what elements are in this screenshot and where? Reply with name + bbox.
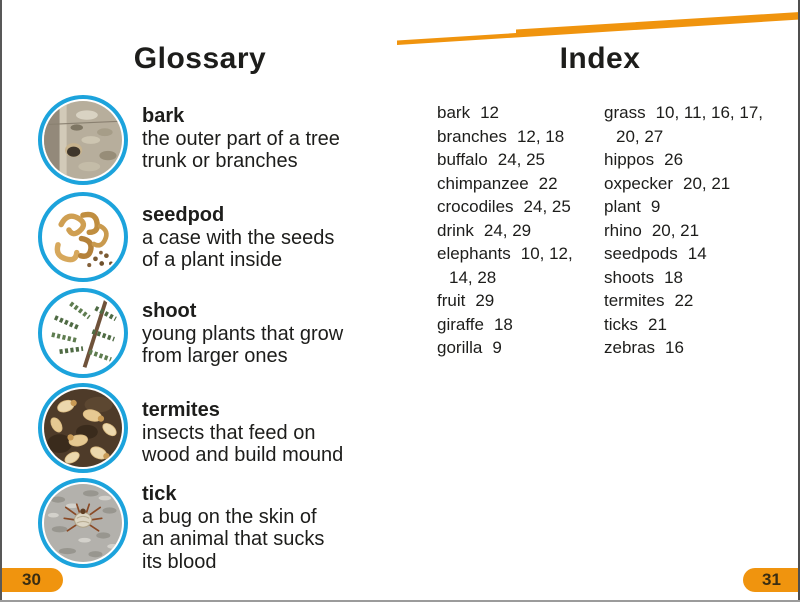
index-pages: 24, 29	[483, 220, 532, 240]
index-column-left: bark 12 branches 12, 18 buffalo 24, 25 chim…	[437, 101, 595, 360]
glossary-entry-tick: tick a bug on the skin of an animal that…	[38, 478, 392, 573]
index-item: seedpods 14	[604, 242, 782, 266]
glossary-definition: the outer part of a tree trunk or branch…	[142, 128, 340, 173]
seedpod-photo	[38, 192, 128, 282]
index-pages: 9	[492, 338, 502, 357]
index-item: plant 9	[604, 195, 782, 219]
index-item: giraffe 18	[437, 313, 595, 337]
index-pages: 16	[665, 338, 684, 357]
index-item: bark 12	[437, 101, 595, 125]
shoot-photo	[38, 288, 128, 378]
index-pages: 14	[687, 244, 707, 263]
glossary-entry-seedpod: seedpod a case with the seeds of a plant…	[38, 192, 392, 282]
index-item: ticks 21	[604, 313, 782, 337]
index-pages: 10, 11, 16, 17, 20, 27	[616, 103, 764, 146]
index-item: termites 22	[604, 289, 782, 313]
index-pages: 20, 21	[651, 220, 700, 240]
glossary-definition: young plants that grow from larger ones	[142, 323, 344, 368]
index-item: oxpecker 20, 21	[604, 172, 782, 196]
index-term: crocodiles	[437, 197, 514, 216]
index-term: fruit	[437, 291, 466, 310]
index-term: plant	[604, 197, 641, 216]
index-item: rhino 20, 21	[604, 219, 782, 243]
index-term: zebras	[604, 338, 656, 357]
index-term: shoots	[604, 267, 655, 287]
index-item: buffalo 24, 25	[437, 148, 595, 172]
index-item: shoots 18	[604, 266, 782, 290]
glossary-title: Glossary	[133, 42, 267, 75]
index-item: drink 24, 29	[437, 219, 595, 243]
index-term: hippos	[604, 150, 655, 169]
index-term: grass	[604, 103, 646, 122]
index-term: drink	[437, 220, 474, 240]
glossary-term: shoot	[142, 300, 197, 322]
index-term: elephants	[437, 244, 511, 263]
page-edge-left	[0, 0, 2, 601]
index-term: buffalo	[437, 150, 488, 169]
orange-swoosh	[397, 12, 800, 45]
index-pages: 20, 21	[682, 173, 731, 193]
page-number-badge-left: 30	[0, 568, 63, 592]
glossary-term: bark	[142, 105, 185, 127]
index-term: gorilla	[437, 338, 483, 357]
index-item: elephants 10, 12, 14, 28	[437, 242, 595, 289]
glossary-definition: a bug on the skin of an animal that suck…	[142, 506, 325, 573]
index-term: chimpanzee	[437, 173, 529, 193]
index-column-right: grass 10, 11, 16, 17, 20, 27 hippos 26 oxp…	[604, 101, 782, 360]
page-edge-right	[798, 0, 800, 601]
index-item: zebras 16	[604, 336, 782, 360]
index-pages: 18	[664, 267, 684, 287]
glossary-entry-shoot: shoot young plants that grow from larger…	[38, 288, 392, 378]
bark-photo	[38, 95, 128, 185]
index-term: ticks	[604, 314, 638, 334]
index-title: Index	[559, 42, 641, 75]
index-pages: 24, 25	[497, 150, 545, 169]
index-term: seedpods	[604, 244, 678, 263]
index-term: oxpecker	[604, 173, 673, 193]
index-pages: 24, 25	[523, 197, 571, 216]
page-number-badge-right: 31	[743, 568, 800, 592]
index-pages: 22	[538, 173, 558, 193]
index-item: chimpanzee 22	[437, 172, 595, 196]
index-pages: 21	[648, 314, 667, 334]
glossary-term: seedpod	[142, 204, 225, 226]
glossary-entry-bark: bark the outer part of a tree trunk or b…	[38, 95, 392, 185]
index-item: grass 10, 11, 16, 17, 20, 27	[604, 101, 782, 148]
tick-photo	[38, 478, 128, 568]
index-item: crocodiles 24, 25	[437, 195, 595, 219]
glossary-term: termites	[142, 399, 220, 421]
index-term: rhino	[604, 220, 642, 240]
index-pages: 22	[674, 291, 694, 310]
index-pages: 29	[475, 291, 495, 310]
index-pages: 26	[664, 150, 684, 169]
termites-photo	[38, 383, 128, 473]
index-pages: 18	[493, 314, 513, 334]
index-term: branches	[437, 126, 507, 146]
glossary-term: tick	[142, 483, 177, 505]
page-edge-bottom	[0, 600, 800, 602]
index-item: hippos 26	[604, 148, 782, 172]
index-item: branches 12, 18	[437, 125, 595, 149]
index-pages: 12, 18	[516, 126, 565, 146]
index-item: fruit 29	[437, 289, 595, 313]
glossary-entry-termites: termites insects that feed on wood and b…	[38, 383, 392, 473]
index-term: termites	[604, 291, 665, 310]
index-pages: 12	[480, 103, 499, 122]
index-term: bark	[437, 103, 471, 122]
index-item: gorilla 9	[437, 336, 595, 360]
index-term: giraffe	[437, 314, 484, 334]
glossary-definition: a case with the seeds of a plant inside	[142, 227, 335, 272]
index-pages: 10, 12, 14, 28	[449, 244, 573, 287]
index-pages: 9	[650, 197, 661, 216]
glossary-definition: insects that feed on wood and build moun…	[142, 422, 344, 467]
